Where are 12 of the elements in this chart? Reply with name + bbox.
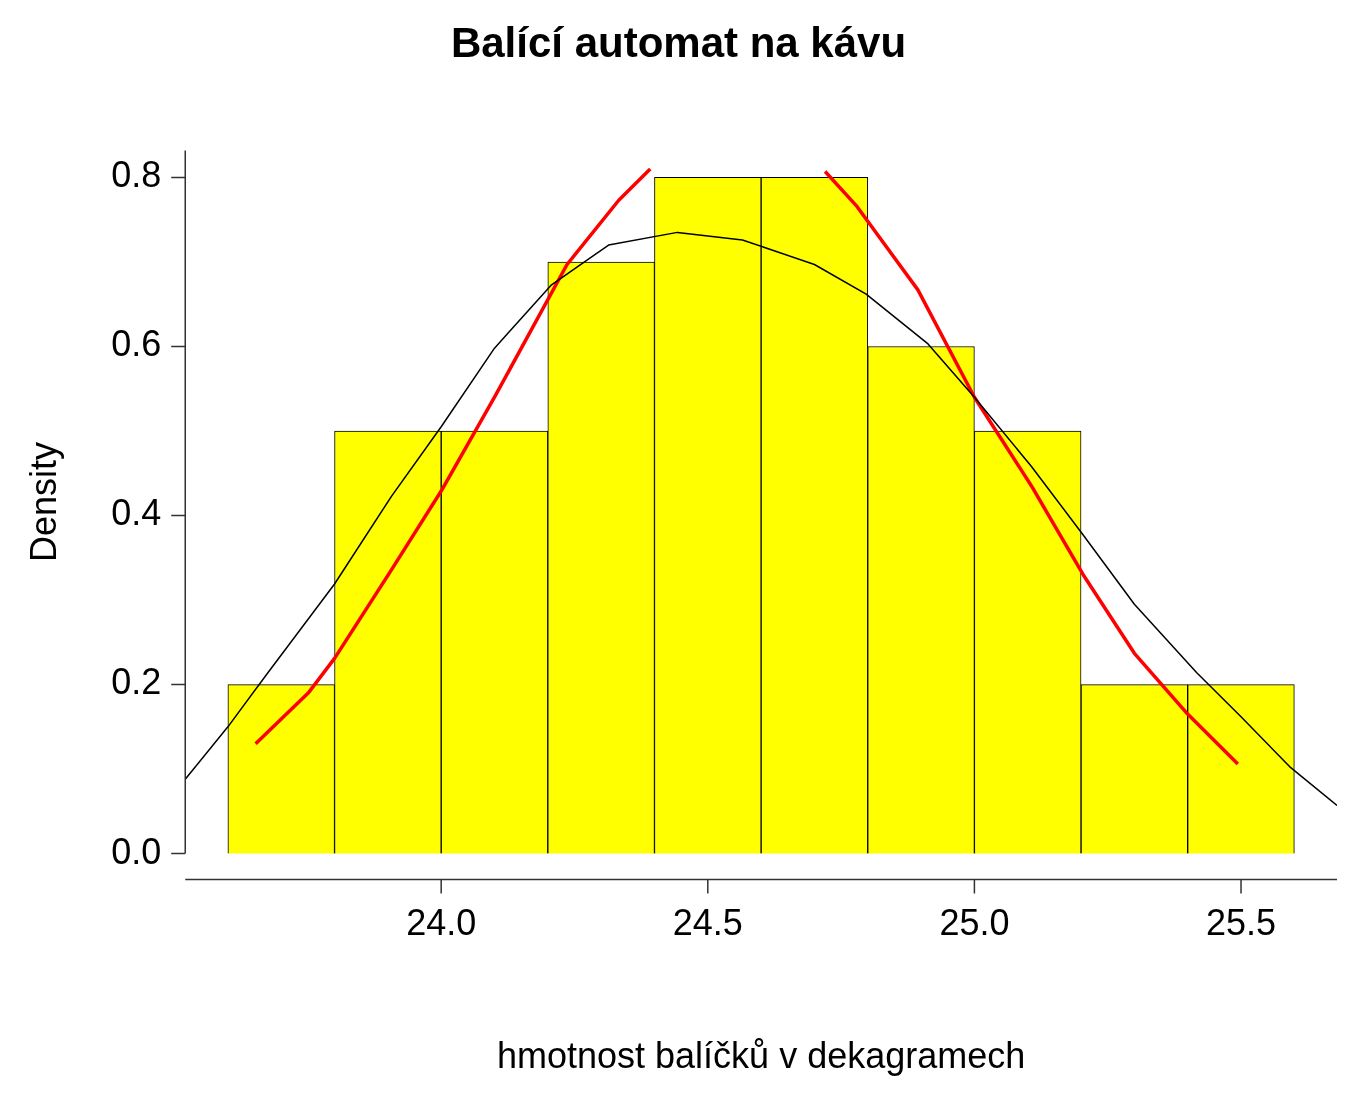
x-tick-label: 25.5 <box>1205 902 1277 944</box>
y-axis-title: Density <box>22 441 64 563</box>
y-tick-label: 0.8 <box>111 154 162 196</box>
x-tick-label: 24.0 <box>406 902 477 944</box>
y-tick-label: 0.2 <box>111 661 162 703</box>
x-axis-title: hmotnost balíčků v dekagramech <box>496 1035 1026 1077</box>
y-tick-label: 0.6 <box>111 323 162 365</box>
x-tick-label: 24.5 <box>672 902 743 944</box>
x-tick-label: 25.0 <box>939 902 1010 944</box>
y-tick-label: 0.0 <box>111 830 162 872</box>
y-tick-label: 0.4 <box>111 492 162 534</box>
chart-title: Balící automat na kávu <box>450 18 907 66</box>
